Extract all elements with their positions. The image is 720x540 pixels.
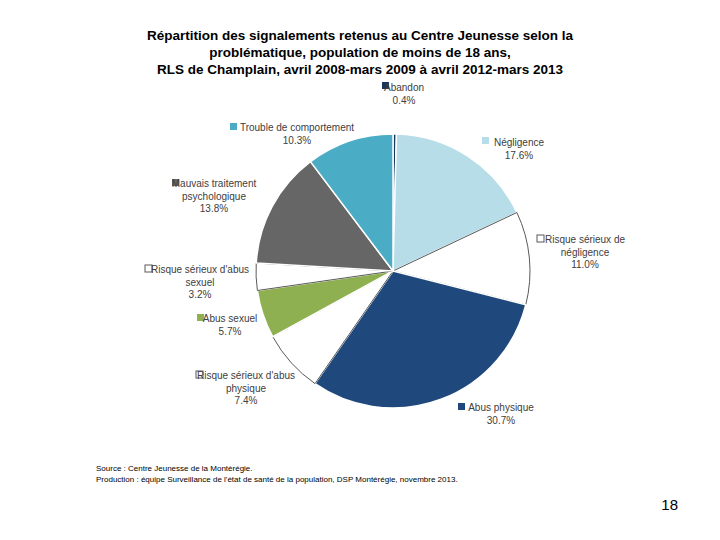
- annotation: Source : Centre Jeunesse de la Montérégi…: [96, 464, 253, 473]
- data-label: 13.8%: [200, 203, 228, 214]
- title: Répartition des signalements retenus au …: [147, 28, 574, 43]
- pie-slice: [310, 134, 393, 271]
- data-label: 3.2%: [189, 289, 212, 300]
- label-marker: [537, 235, 544, 242]
- category-label: Risque sérieux d'abus: [151, 264, 249, 275]
- data-label: 17.6%: [505, 150, 533, 161]
- chart: Répartition des signalements retenus au …: [0, 0, 720, 540]
- data-label: 0.4%: [393, 95, 416, 106]
- category-label: Risque sérieux d'abus: [197, 370, 295, 381]
- category-label: sexuel: [186, 277, 215, 288]
- category-label: Négligence: [494, 137, 544, 148]
- label-marker: [230, 123, 237, 130]
- label-marker: [458, 403, 465, 410]
- data-label: 10.3%: [283, 135, 311, 146]
- category-label: Trouble de comportement: [240, 122, 354, 133]
- category-label: négligence: [561, 247, 610, 258]
- data-label: 30.7%: [487, 415, 515, 426]
- data-label: 7.4%: [235, 395, 258, 406]
- labels: Abandon 0.4% Négligence 17.6% Risque sérieux…: [145, 82, 625, 426]
- category-label: Abandon: [384, 82, 424, 93]
- page-number: 18: [661, 496, 678, 513]
- title: problématique, population de moins de 18…: [209, 45, 511, 60]
- pie: [256, 134, 530, 408]
- data-label: 5.7%: [219, 326, 242, 337]
- category-label: Abus sexuel: [203, 313, 257, 324]
- category-label: Mauvais traitement: [172, 178, 257, 189]
- title: RLS de Champlain, avril 2008-mars 2009 à…: [157, 62, 563, 77]
- category-label: psychologique: [182, 191, 246, 202]
- label-marker: [482, 137, 489, 144]
- category-label: Risque sérieux de: [545, 234, 625, 245]
- category-label: physique: [226, 383, 266, 394]
- data-label: 11.0%: [571, 259, 599, 270]
- category-label: Abus physique: [468, 402, 534, 413]
- annotation: Production : équipe Surveillance de l'ét…: [96, 475, 458, 484]
